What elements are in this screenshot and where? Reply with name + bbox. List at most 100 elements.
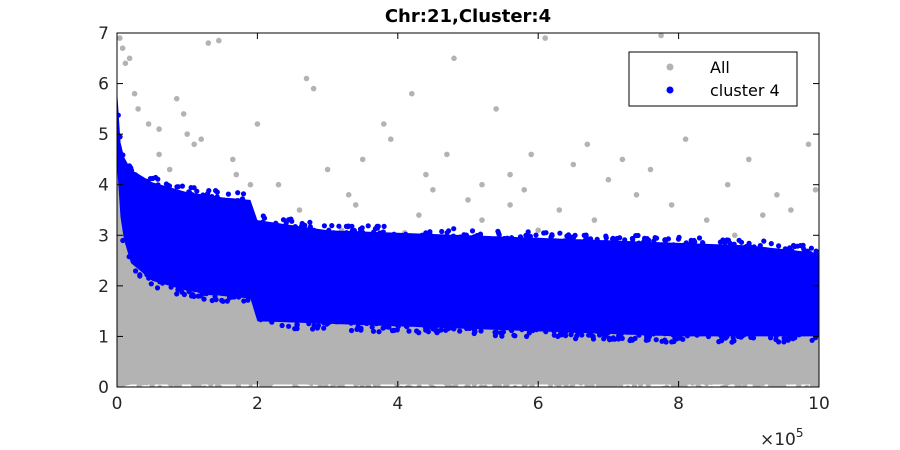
data-point [219, 376, 226, 383]
data-point [779, 331, 785, 337]
y-tick-label: 3 [98, 226, 109, 246]
data-point [233, 198, 240, 204]
data-point [465, 197, 471, 203]
data-point [563, 381, 569, 387]
data-point [156, 151, 162, 158]
data-point [573, 336, 579, 342]
data-point [656, 388, 661, 393]
data-point [294, 318, 300, 324]
data-point [408, 385, 414, 387]
data-point [636, 240, 642, 246]
data-point [339, 379, 345, 385]
data-point [184, 131, 190, 137]
data-point [599, 382, 605, 387]
data-point [315, 322, 322, 329]
data-point [679, 378, 685, 385]
data-point [457, 387, 462, 392]
data-point [261, 215, 268, 221]
data-point [694, 388, 699, 393]
data-point [179, 183, 185, 189]
data-point [294, 325, 300, 332]
data-point [314, 379, 320, 385]
data-point [446, 228, 452, 234]
data-point [509, 327, 515, 334]
data-point [614, 235, 620, 242]
data-point [283, 220, 289, 226]
data-point [736, 383, 743, 387]
data-point [191, 141, 197, 148]
data-point [144, 272, 150, 278]
data-point [186, 379, 193, 385]
data-point [579, 332, 585, 338]
data-point [603, 384, 609, 387]
data-point [311, 322, 317, 328]
data-point [345, 192, 352, 198]
data-point [705, 333, 712, 340]
data-point [258, 317, 264, 323]
data-point [213, 297, 219, 303]
data-point [214, 383, 221, 387]
data-point [409, 90, 415, 97]
data-point [493, 106, 499, 112]
data-point [403, 231, 409, 237]
data-point [616, 333, 622, 339]
data-point [296, 207, 303, 213]
data-point [168, 284, 174, 290]
data-point [794, 388, 799, 393]
data-point [647, 166, 654, 173]
data-point [741, 331, 747, 337]
data-point [557, 331, 564, 337]
data-point [542, 238, 548, 244]
x-exponent-base: ×10 [760, 430, 796, 450]
data-point [314, 388, 319, 393]
data-point [225, 191, 231, 197]
data-point [605, 176, 612, 183]
data-point [502, 384, 509, 387]
data-point [679, 388, 684, 393]
data-point [649, 329, 655, 336]
data-point [269, 319, 275, 325]
data-point [610, 380, 616, 386]
data-point [174, 291, 180, 297]
data-point [336, 223, 342, 229]
x-exponent-label: ×105 [760, 426, 804, 450]
data-point [738, 239, 745, 245]
data-point [324, 166, 331, 173]
data-point [561, 238, 568, 244]
data-point [812, 187, 819, 193]
data-point [423, 171, 429, 178]
data-point [668, 202, 675, 208]
data-point [590, 333, 596, 340]
data-point [618, 382, 624, 387]
series-layer [117, 33, 819, 393]
data-point [210, 387, 215, 392]
x-exponent-power: 5 [796, 426, 804, 440]
data-point [750, 335, 757, 341]
data-point [472, 234, 478, 240]
data-point [214, 189, 220, 195]
data-point [543, 329, 549, 335]
data-point [802, 248, 808, 254]
data-point [469, 228, 476, 234]
data-point [302, 222, 308, 228]
data-point [174, 184, 180, 190]
data-point [176, 285, 182, 291]
x-tick-label: 10 [808, 394, 830, 414]
y-tick-label: 4 [98, 176, 109, 196]
data-point [427, 231, 433, 237]
data-point [533, 232, 539, 238]
data-point [219, 297, 225, 303]
data-point [322, 385, 327, 387]
data-point [521, 187, 527, 193]
data-point [795, 384, 801, 387]
data-point [188, 185, 194, 191]
data-point [248, 380, 254, 386]
data-point [324, 321, 330, 327]
data-point [809, 337, 815, 343]
data-point [464, 325, 470, 332]
data-point [279, 322, 285, 329]
data-point [730, 335, 736, 341]
data-point [802, 374, 808, 380]
data-point [133, 268, 139, 274]
